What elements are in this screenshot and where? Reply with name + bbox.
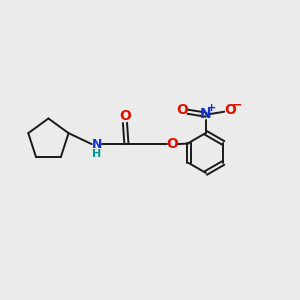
Text: N: N [92,138,102,151]
Text: O: O [176,103,188,117]
Text: O: O [224,103,236,117]
Text: −: − [232,99,242,112]
Text: O: O [119,110,131,123]
Text: +: + [207,103,217,113]
Text: N: N [200,107,212,121]
Text: O: O [166,137,178,151]
Text: H: H [92,148,102,158]
